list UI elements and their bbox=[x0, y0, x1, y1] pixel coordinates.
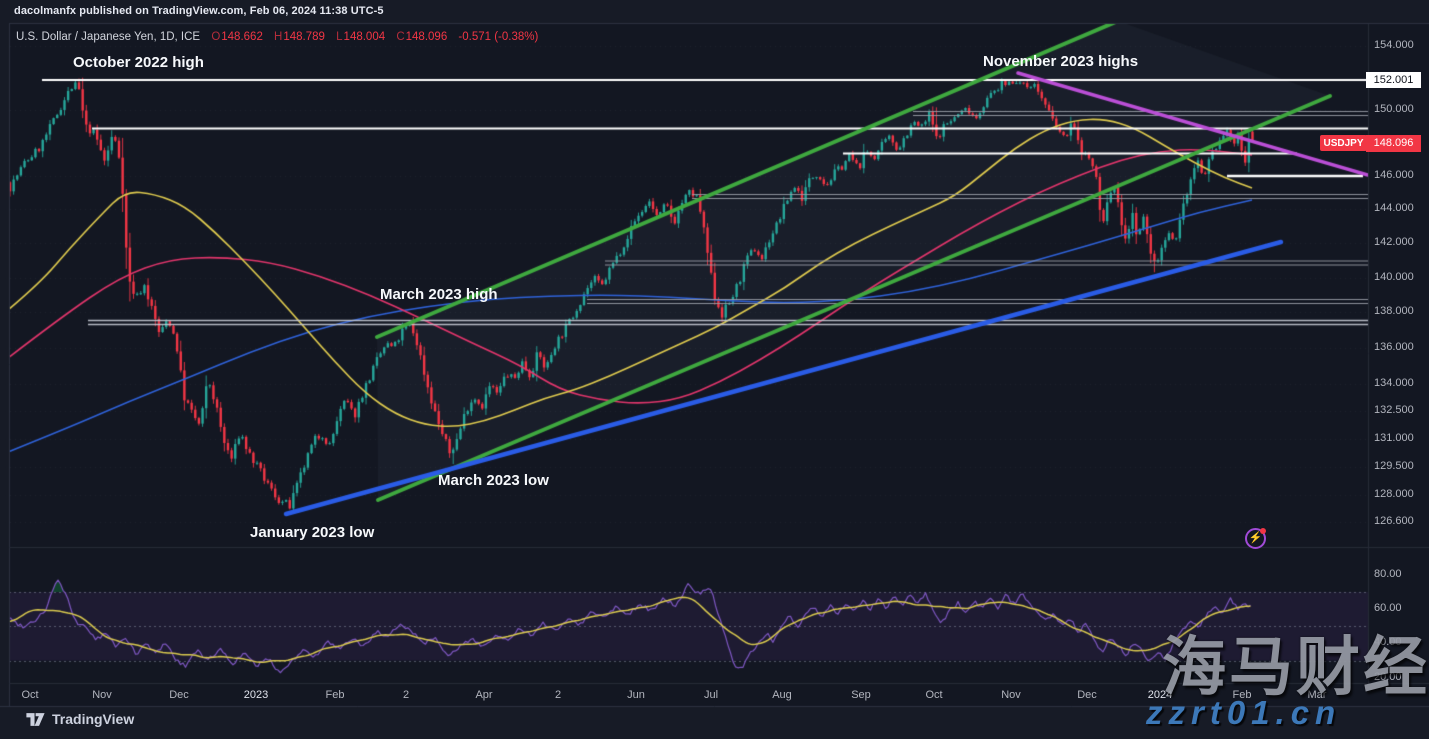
time-tick-label: Apr bbox=[475, 689, 493, 701]
watermark-url: zzrt01.cn bbox=[1146, 694, 1342, 731]
low-value: 148.004 bbox=[343, 31, 386, 43]
time-tick-label: 2 bbox=[554, 689, 562, 701]
price-tick-label: 128.000 bbox=[1374, 488, 1414, 501]
open-value: 148.662 bbox=[221, 31, 263, 43]
rsi-tick-label: 60.00 bbox=[1374, 602, 1402, 615]
price-tick-label: 154.000 bbox=[1374, 39, 1414, 51]
time-tick-label: 2023 bbox=[243, 689, 269, 701]
price-tick-label: 134.000 bbox=[1374, 376, 1414, 389]
tradingview-logo-text: TradingView bbox=[52, 711, 135, 727]
time-tick-label: Jun bbox=[627, 689, 645, 701]
price-tick-label: 136.000 bbox=[1374, 340, 1414, 353]
price-tick-label: 150.000 bbox=[1374, 102, 1414, 115]
time-tick-label: Nov bbox=[1001, 689, 1021, 701]
time-tick-label: Feb bbox=[325, 689, 345, 701]
annotation-october-2022-high: October 2022 high bbox=[73, 54, 204, 71]
annotation-march-2023-high: March 2023 high bbox=[380, 286, 498, 303]
published-caption: dacolmanfx published on TradingView.com,… bbox=[14, 5, 384, 17]
price-tick-label: 132.500 bbox=[1374, 404, 1414, 417]
time-tick-label: Dec bbox=[1077, 689, 1097, 701]
watermark-chinese: 海马财经 bbox=[1162, 631, 1429, 703]
open-label: O bbox=[211, 31, 221, 43]
close-value: 148.096 bbox=[405, 31, 448, 43]
close-label: C bbox=[396, 31, 405, 43]
notification-dot bbox=[1260, 528, 1266, 534]
price-tick-label: 129.500 bbox=[1374, 459, 1414, 472]
low-label: L bbox=[336, 31, 343, 43]
time-tick-label: 2 bbox=[402, 689, 410, 701]
time-tick-label: Mar bbox=[1307, 689, 1327, 701]
ticker-flag: USDJPY bbox=[1320, 135, 1367, 151]
time-tick-label: Jul bbox=[703, 689, 719, 701]
time-tick-label: Nov bbox=[92, 689, 112, 701]
last-price-label: 148.096 bbox=[1366, 134, 1421, 152]
lightning-icon: ⚡ bbox=[1248, 532, 1263, 544]
rsi-tick-label: 80.00 bbox=[1374, 568, 1402, 580]
rsi-tick-label: 20.00 bbox=[1374, 670, 1402, 683]
price-tick-label: 140.000 bbox=[1374, 270, 1414, 283]
symbol-legend[interactable]: U.S. Dollar / Japanese Yen, 1D, ICE O148… bbox=[16, 31, 538, 43]
change-value: -0.571 (-0.38%) bbox=[458, 31, 539, 43]
price-tick-label: 138.000 bbox=[1374, 305, 1414, 318]
high-value: 148.789 bbox=[283, 31, 325, 43]
price-tick-label: 131.000 bbox=[1374, 431, 1414, 444]
annotation-november-2023-highs: November 2023 highs bbox=[983, 53, 1139, 70]
price-tick-label: 126.600 bbox=[1374, 514, 1414, 527]
time-tick-label: Dec bbox=[169, 689, 189, 701]
price-tick-label: 142.000 bbox=[1374, 236, 1414, 249]
tradingview-logo[interactable]: TradingView bbox=[26, 711, 134, 727]
symbol-title: U.S. Dollar / Japanese Yen, 1D, ICE bbox=[16, 31, 201, 43]
time-tick-label: Sep bbox=[851, 689, 871, 701]
time-tick-label: 2024 bbox=[1147, 689, 1173, 701]
rsi-tick-label: 40.00 bbox=[1374, 636, 1402, 649]
time-tick-label: Aug bbox=[772, 689, 792, 701]
annotation-january-2023-low: January 2023 low bbox=[250, 524, 375, 541]
annotation-march-2023-low: March 2023 low bbox=[438, 472, 549, 489]
auto-refresh-icon[interactable]: ⚡ bbox=[1245, 528, 1266, 549]
time-tick-label: Oct bbox=[925, 689, 943, 701]
time-tick-label: Feb bbox=[1232, 689, 1252, 701]
price-tick-label: 144.000 bbox=[1374, 202, 1414, 215]
time-tick-label: Oct bbox=[21, 689, 39, 701]
tradingview-logo-icon bbox=[26, 712, 45, 726]
level-price-label: 152.001 bbox=[1366, 71, 1421, 88]
high-label: H bbox=[274, 31, 283, 43]
price-tick-label: 146.000 bbox=[1374, 168, 1414, 181]
